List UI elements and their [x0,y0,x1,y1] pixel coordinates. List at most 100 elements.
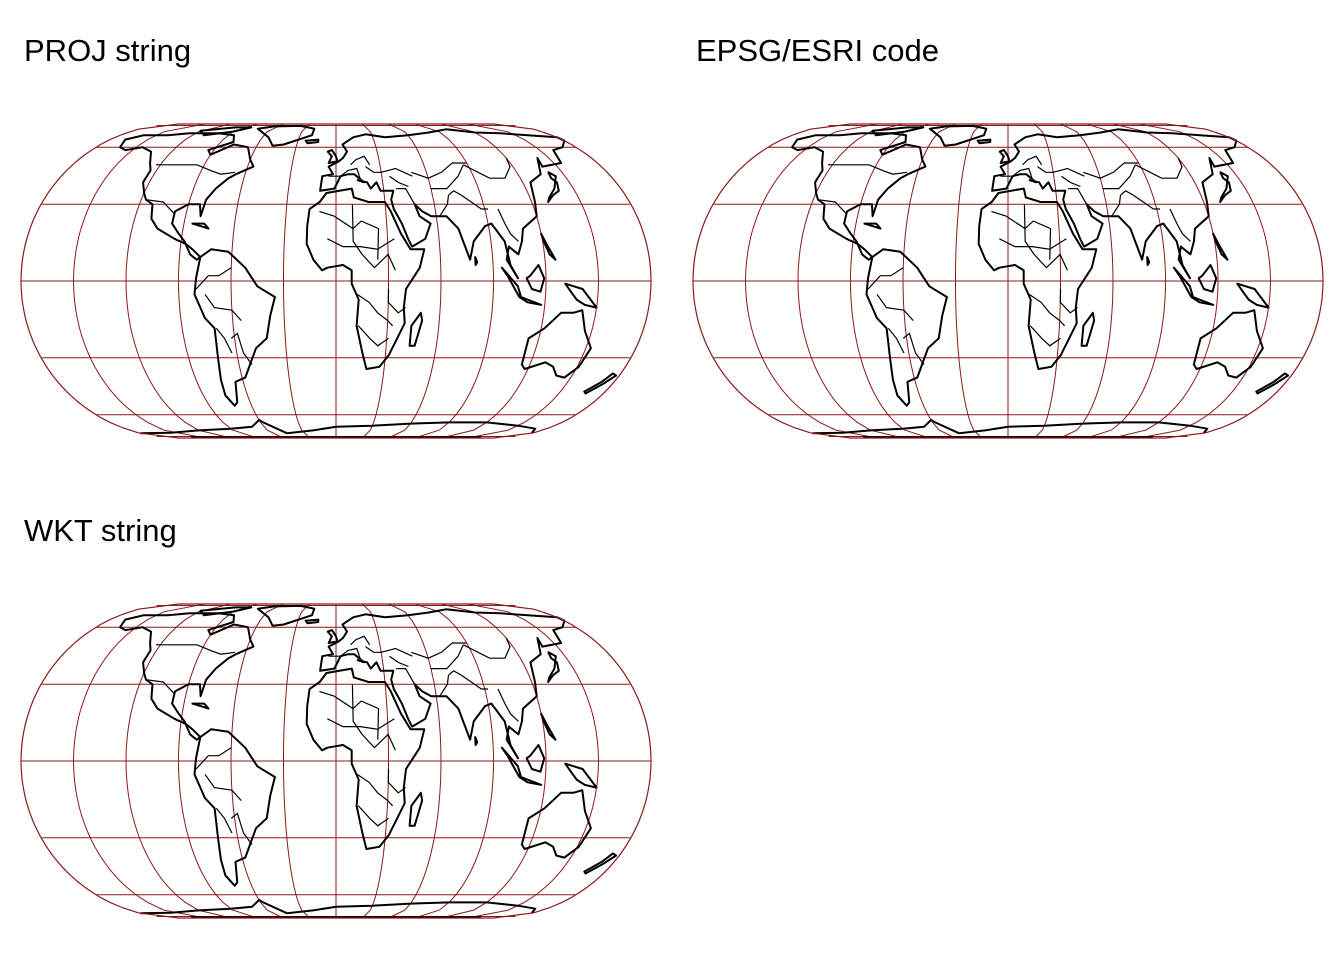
country-border [1022,155,1043,166]
arctic-islands [871,126,925,137]
north-america [791,132,927,261]
japan [547,171,560,203]
map-panel-epsg: EPSG/ESRI code [672,0,1344,480]
north-america [119,612,255,741]
country-border [991,210,1052,260]
country-border [1028,293,1066,327]
landmasses [119,124,618,439]
country-border [497,688,519,722]
country-border [439,670,488,697]
south-america [193,728,276,887]
iceland [304,618,320,625]
country-border [230,812,253,845]
cuba [191,222,210,230]
greenland [256,604,316,627]
country-border [1111,190,1160,217]
meridian-line [414,603,495,919]
new-zealand [583,852,618,875]
country-border [1059,288,1078,314]
country-border [356,773,394,807]
indonesia [1172,266,1215,306]
new-guinea [1236,282,1270,309]
philippines [540,712,557,741]
uk [326,149,339,164]
graticule [21,603,651,919]
indonesia [500,266,543,306]
meridian-line [414,123,495,439]
country-border [365,646,413,657]
country-border [817,199,847,215]
country-border [396,188,416,205]
sri-lanka [474,256,479,266]
graticule [21,123,651,439]
africa [305,667,426,850]
madagascar [1080,311,1096,347]
uk [998,149,1011,164]
antarctica [140,419,537,435]
country-border [328,647,362,661]
country-border [497,208,519,242]
meridian-line [283,123,311,439]
country-border [999,238,1067,250]
country-border [145,679,175,695]
country-border [396,668,416,685]
borneo [525,744,546,773]
country-border [1068,188,1088,205]
country-border [215,807,233,834]
uk [326,629,339,644]
country-border [357,325,389,347]
sri-lanka [474,736,479,746]
country-border [356,293,394,327]
landmasses [791,124,1290,439]
japan [1219,171,1232,203]
map-outline [692,123,1324,439]
indonesia [500,746,543,786]
map-panel-wkt: WKT string [0,480,672,960]
country-border [876,293,914,322]
country-border [1023,204,1068,271]
country-borders [145,635,519,845]
country-border [319,210,380,260]
meridian-line [72,123,205,439]
country-border [439,190,488,217]
new-guinea [564,282,598,309]
country-border [350,155,371,166]
country-border [365,166,413,177]
australia [1192,309,1264,379]
map-panel-proj: PROJ string [0,0,672,480]
panel-title: EPSG/ESRI code [696,33,939,68]
meridian-line [467,123,600,439]
country-border [351,204,396,271]
country-border [204,773,242,802]
africa [305,187,426,370]
country-border [1061,175,1081,188]
cuba [863,222,882,230]
country-border [387,768,406,794]
map-outline [20,603,652,919]
country-border [411,642,467,659]
country-border [327,718,395,730]
country-border [1135,157,1183,179]
meridian-line [361,123,389,439]
panel-title: WKT string [24,513,177,548]
country-border [156,644,236,655]
country-border [350,635,371,646]
meridian-line [1033,123,1061,439]
country-border [145,199,175,215]
meridian-line [388,123,442,439]
arctic-islands [199,126,253,137]
country-border [1083,162,1139,179]
world-map [20,603,652,919]
sri-lanka [1146,256,1151,266]
world-map [692,123,1324,439]
meridian-line [125,123,232,439]
australia [520,789,592,859]
madagascar [408,311,424,347]
meridian-line [1139,123,1272,439]
arctic-islands [199,606,253,617]
country-border [430,644,464,670]
meridian-line [955,123,983,439]
country-border [327,238,395,250]
borneo [525,264,546,293]
greenland [256,124,316,147]
